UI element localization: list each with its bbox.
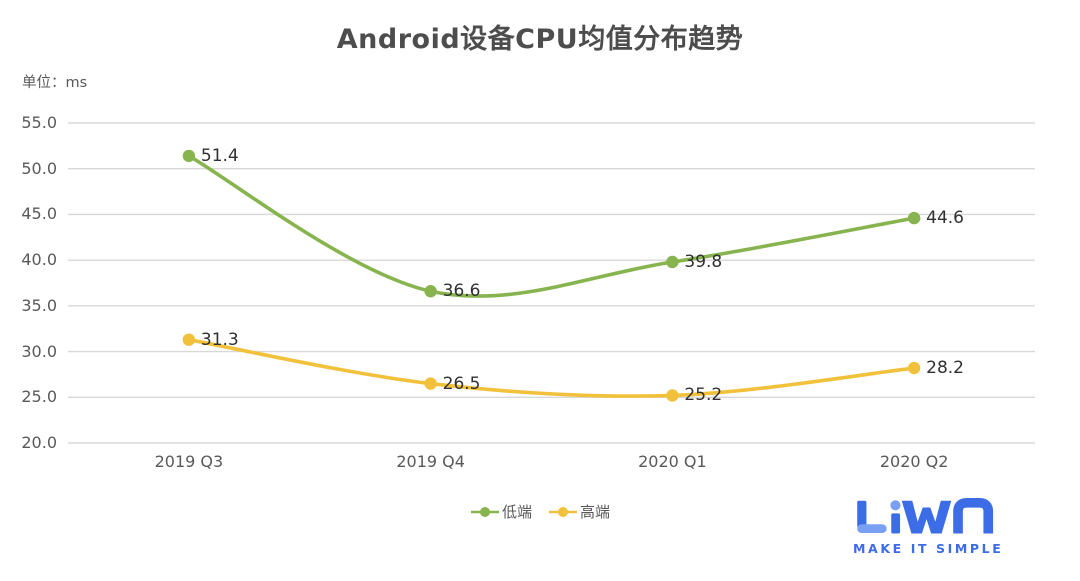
y-axis-tick: 30.0	[21, 341, 57, 361]
x-axis-label: 2020 Q1	[638, 452, 707, 471]
liwa-logo-wordmark-icon	[857, 497, 994, 534]
y-axis-tick: 35.0	[21, 295, 57, 315]
chart-legend: 低端 高端	[0, 501, 1080, 522]
liwa-logo: MAKE IT SIMPLE	[840, 494, 1020, 556]
y-axis-tick: 20.0	[21, 433, 57, 452]
data-label: 28.2	[926, 358, 964, 379]
data-point	[424, 377, 437, 390]
data-point	[907, 361, 921, 375]
legend-marker-icon	[470, 506, 499, 517]
chart-title: Android设备CPU均值分布趋势	[336, 24, 744, 55]
data-label: 36.6	[442, 281, 481, 302]
data-point	[907, 211, 921, 225]
data-label: 44.6	[926, 208, 964, 229]
data-label: 26.5	[442, 373, 481, 394]
legend-marker-icon	[549, 506, 577, 517]
data-point	[182, 149, 196, 163]
legend-item-低端: 低端	[470, 501, 532, 522]
x-axis-label: 2019 Q3	[154, 452, 224, 471]
logo-tagline: MAKE IT SIMPLE	[853, 541, 1004, 556]
data-label: 51.4	[200, 145, 239, 166]
data-point	[182, 333, 196, 346]
y-axis-tick: 50.0	[21, 158, 57, 178]
y-axis-tick: 45.0	[21, 204, 57, 224]
legend-label: 高端	[580, 503, 611, 521]
data-point	[666, 389, 679, 402]
data-label: 25.2	[684, 385, 723, 406]
data-point	[666, 255, 679, 269]
data-label: 31.3	[200, 329, 239, 350]
series-line-高端	[188, 337, 915, 398]
y-axis-tick: 25.0	[21, 387, 57, 407]
data-label: 39.8	[684, 251, 723, 272]
y-axis-tick: 40.0	[21, 250, 57, 270]
series-line-低端	[187, 154, 915, 298]
data-point	[424, 285, 437, 298]
legend-label: 低端	[501, 503, 532, 521]
unit-label: 单位：ms	[22, 75, 88, 91]
legend-item-高端: 高端	[548, 501, 610, 522]
x-axis-label: 2020 Q2	[879, 452, 949, 471]
y-axis-tick: 55.0	[21, 113, 57, 132]
x-axis-label: 2019 Q4	[396, 452, 465, 471]
